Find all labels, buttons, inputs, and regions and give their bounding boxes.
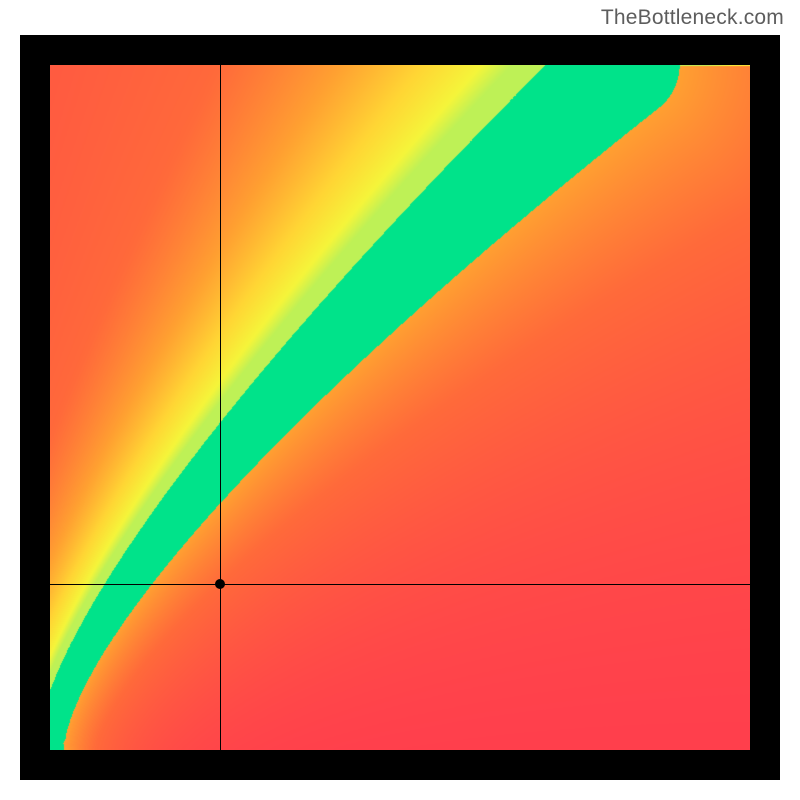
attribution-text: TheBottleneck.com bbox=[601, 6, 784, 30]
chart-container: TheBottleneck.com bbox=[0, 0, 800, 800]
crosshair-vertical bbox=[220, 65, 221, 750]
chart-frame bbox=[20, 35, 780, 780]
heatmap-canvas bbox=[50, 65, 750, 750]
plot-area bbox=[50, 65, 750, 750]
crosshair-horizontal bbox=[50, 584, 750, 585]
marker-dot bbox=[215, 579, 225, 589]
